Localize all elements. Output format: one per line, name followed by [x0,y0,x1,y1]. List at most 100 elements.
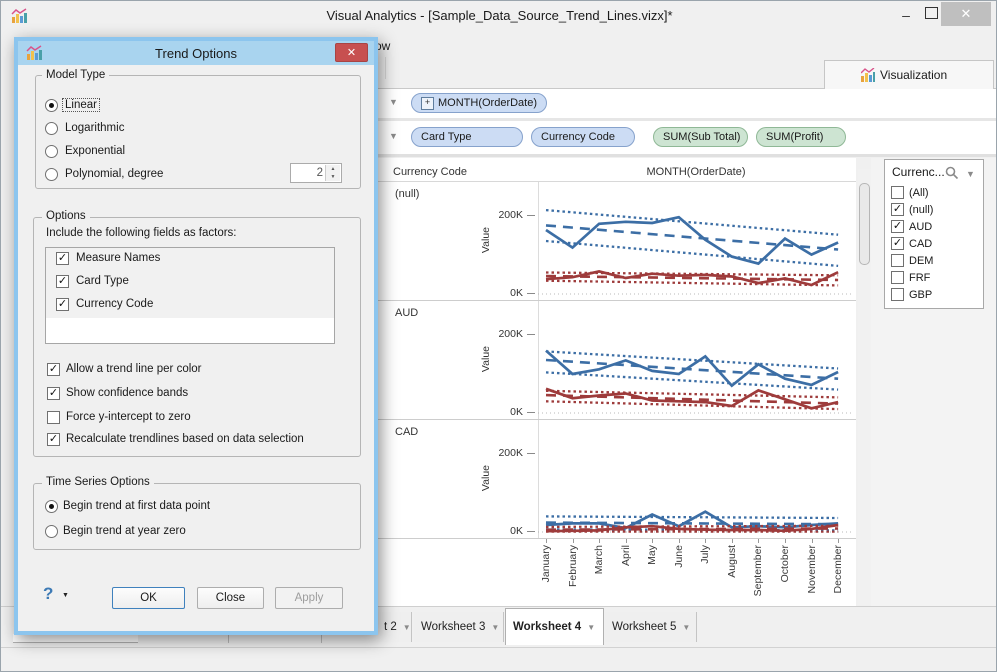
dialog-icon [26,45,42,60]
radio-linear[interactable] [45,99,58,112]
model-type-legend: Model Type [42,69,110,81]
chart-scrollbar-thumb[interactable] [859,183,870,265]
close-button[interactable]: Close [197,587,264,609]
chart-scrollbar-track[interactable] [858,169,871,605]
worksheet-tab-worksheet-5[interactable]: Worksheet 5 ▼ [605,612,697,642]
radio-label: Polynomial, degree [65,168,164,180]
hidden-tab-fragment [13,634,138,643]
ok-button[interactable]: OK [112,587,185,609]
worksheet-tab-worksheet-3[interactable]: Worksheet 3 ▼ [414,612,504,642]
y-tick-mark [527,453,535,454]
worksheet-tab-label: Worksheet 5 [612,621,677,633]
worksheet-tab-dropdown-icon[interactable]: ▼ [587,622,596,632]
currency-filter-item-label: (All) [909,187,929,199]
chart-header-border [378,181,856,182]
checkbox-checked[interactable]: ✓ [47,387,60,400]
checkbox-checked[interactable]: ✓ [56,275,69,288]
pill-card-type[interactable]: Card Type [411,127,523,147]
currency-filter-item[interactable]: ✓ AUD [891,220,981,236]
option-checkbox-label: Show confidence bands [66,387,189,399]
pill-currency-code[interactable]: Currency Code [531,127,635,147]
currency-filter-item[interactable]: FRF [891,271,981,287]
x-tick-mark [838,539,839,543]
checkbox-checked[interactable]: ✓ [47,433,60,446]
x-tick-mark [626,539,627,543]
chart-panel-row [378,301,856,420]
radio-label: Linear [62,98,100,112]
close-button[interactable]: ✕ [941,2,991,26]
checkbox-unchecked[interactable] [891,186,904,199]
checkbox-checked[interactable]: ✓ [56,298,69,311]
expand-icon[interactable]: + [421,96,434,110]
factor-label: Measure Names [76,252,161,264]
chart-panel-row [378,182,856,301]
x-tick-mark [546,539,547,543]
checkbox-checked[interactable]: ✓ [891,220,904,233]
factors-label: Include the following fields as factors: [46,227,237,239]
shelf1-dropdown-icon[interactable]: ▼ [389,97,398,107]
radio-exponential[interactable] [45,145,58,158]
radio-begin-trend-at-first-data-point[interactable] [45,500,58,513]
options-legend: Options [42,210,90,222]
currency-filter-item[interactable]: (All) [891,186,981,202]
checkbox-unchecked[interactable] [47,411,60,424]
currency-filter-item[interactable]: ✓ (null) [891,203,981,219]
minimize-button[interactable]: – [902,7,910,23]
x-tick-mark [573,539,574,543]
checkbox-unchecked[interactable] [891,254,904,267]
spinner-up-icon[interactable]: ▲ [325,165,340,173]
checkbox-checked[interactable]: ✓ [891,237,904,250]
y-tick-200k: 200K [498,328,523,340]
search-icon[interactable] [945,166,959,180]
factors-listbox[interactable]: ✓ Measure Names ✓ Card Type ✓ Currency Code [45,247,335,344]
checkbox-unchecked[interactable] [891,271,904,284]
spinner-down-icon[interactable]: ▼ [325,173,340,181]
radio-polynomial-degree[interactable] [45,168,58,181]
menu-fragment[interactable]: ow [375,39,391,53]
worksheet-tab-dropdown-icon[interactable]: ▼ [491,622,500,632]
radio-logarithmic[interactable] [45,122,58,135]
radio-label: Exponential [65,145,126,157]
worksheet-tab-label: Worksheet 4 [513,621,582,633]
currency-filter-dropdown-icon[interactable]: ▼ [966,169,975,179]
shelf-divider [378,118,996,121]
shelf-bottom-divider [378,154,996,157]
currency-filter-item[interactable]: DEM [891,254,981,270]
pill-month-orderdate[interactable]: + MONTH(OrderDate) [411,93,548,113]
panel-row-label: AUD [395,307,419,319]
y-axis-title: Value [480,465,492,492]
polynomial-degree-spinner[interactable]: 2 ▲ ▼ [290,163,342,183]
checkbox-checked[interactable]: ✓ [56,252,69,265]
pill-sum-sub-total-[interactable]: SUM(Sub Total) [653,127,748,147]
y-tick-200k: 200K [498,209,523,221]
worksheet-tab-t-2[interactable]: t 2 ▼ [377,612,412,642]
tabstrip-border [378,88,996,89]
chart-panel-row [378,420,856,539]
tab-visualization[interactable]: Visualization [824,60,994,89]
dialog-titlebar[interactable]: Trend Options ✕ [18,41,374,65]
checkbox-checked[interactable]: ✓ [891,203,904,216]
checkbox-checked[interactable]: ✓ [47,363,60,376]
pill-label: Card Type [421,131,472,143]
dialog-close-button[interactable]: ✕ [335,43,368,62]
y-tick-mark [527,334,535,335]
y-tick-mark [527,531,535,532]
month-label: February [567,545,579,588]
app-logo-icon [11,8,27,23]
currency-filter-item[interactable]: GBP [891,288,981,304]
x-tick-mark [758,539,759,543]
worksheet-tab-worksheet-4[interactable]: Worksheet 4 ▼ [505,608,604,645]
worksheet-tab-dropdown-icon[interactable]: ▼ [402,622,411,632]
help-dropdown-icon[interactable]: ▼ [62,592,69,599]
pill-sum-profit-[interactable]: SUM(Profit) [756,127,846,147]
hidden-tab-separator [228,634,229,643]
maximize-button[interactable] [925,7,938,19]
shelf2-dropdown-icon[interactable]: ▼ [389,131,398,141]
radio-begin-trend-at-year-zero[interactable] [45,525,58,538]
worksheet-tab-dropdown-icon[interactable]: ▼ [682,622,691,632]
checkbox-unchecked[interactable] [891,288,904,301]
panel-plot-null [538,208,854,295]
y-axis-title: Value [480,227,492,254]
currency-filter-item[interactable]: ✓ CAD [891,237,981,253]
help-icon[interactable]: ? [43,584,54,603]
